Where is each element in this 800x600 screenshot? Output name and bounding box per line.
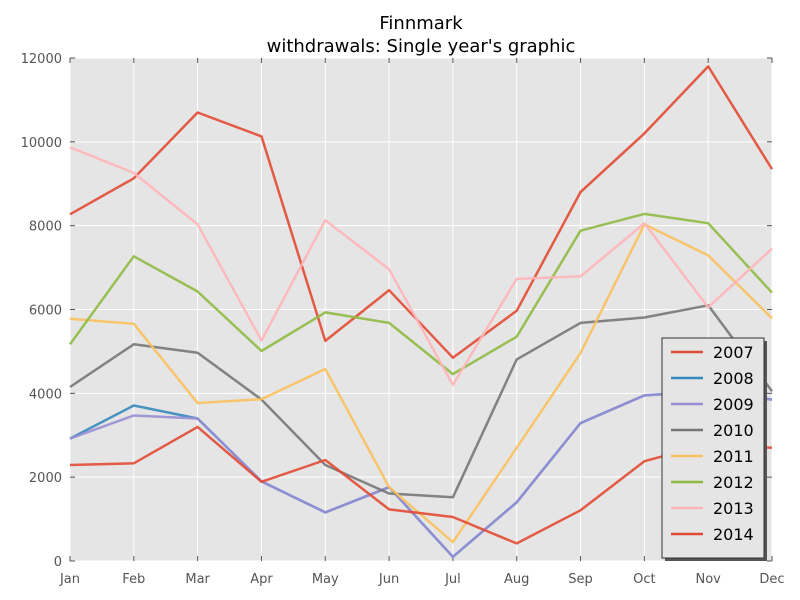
y-tick-label: 2000 xyxy=(29,471,62,486)
series-line-2012 xyxy=(68,212,773,376)
x-tick-label: Jan xyxy=(59,572,80,587)
x-tick-label: Jun xyxy=(378,572,399,587)
legend-label: 2012 xyxy=(713,473,754,492)
y-tick-label: 12000 xyxy=(21,52,62,67)
x-tick-label: Dec xyxy=(759,572,784,587)
series-line-2007 xyxy=(69,65,774,359)
y-axis: 0 2000 4000 6000 8000 10000 12000 xyxy=(21,52,772,570)
x-tick-label: Mar xyxy=(185,572,210,587)
series-line-2010 xyxy=(69,304,774,499)
legend-label: 2010 xyxy=(713,421,754,440)
series-line-2014 xyxy=(69,425,773,545)
y-tick-label: 0 xyxy=(54,555,62,570)
y-tick-label: 6000 xyxy=(29,304,62,319)
legend-label: 2007 xyxy=(713,343,754,362)
chart-subtitle: withdrawals: Single year's graphic xyxy=(267,36,576,57)
series-line-2009 xyxy=(69,389,773,559)
x-tick-label: Feb xyxy=(122,572,145,587)
series-lines xyxy=(68,65,774,559)
chart-title: Finnmark xyxy=(379,13,463,34)
x-tick-label: Aug xyxy=(504,572,529,587)
series-line-2011 xyxy=(69,223,773,544)
x-tick-label: May xyxy=(312,572,339,587)
legend: 2007 2008 2009 2010 2011 2012 2013 2014 xyxy=(661,337,767,561)
legend-label: 2009 xyxy=(713,395,754,414)
x-tick-label: Apr xyxy=(250,572,273,587)
x-axis: Jan Feb Mar Apr May Jun Jul Aug Sep Oct Nov Dec xyxy=(59,58,785,587)
legend-label: 2013 xyxy=(713,499,754,518)
x-tick-label: Sep xyxy=(568,572,593,587)
legend-box xyxy=(661,337,765,559)
x-tick-label: Jul xyxy=(444,572,461,587)
y-tick-label: 10000 xyxy=(21,136,62,151)
series-line-2013 xyxy=(69,146,773,387)
legend-label: 2008 xyxy=(713,369,754,388)
x-tick-label: Oct xyxy=(633,572,655,587)
legend-label: 2011 xyxy=(713,447,754,466)
y-tick-label: 4000 xyxy=(29,387,62,402)
y-tick-label: 8000 xyxy=(29,220,62,235)
legend-label: 2014 xyxy=(713,525,754,544)
x-tick-label: Nov xyxy=(695,572,721,587)
